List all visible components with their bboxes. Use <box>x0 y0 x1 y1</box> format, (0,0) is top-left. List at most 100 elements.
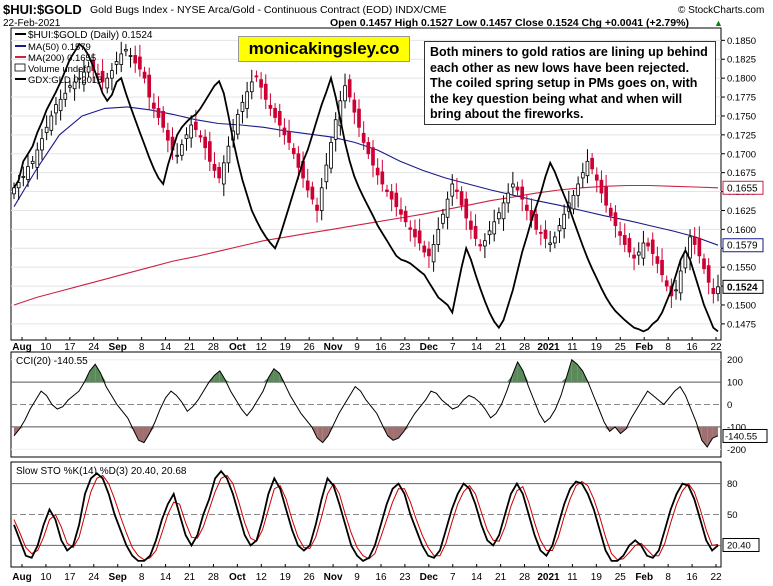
cci-last-box <box>722 428 768 443</box>
x-tick-label: 19 <box>591 572 603 583</box>
cci-fill-neg <box>604 426 610 432</box>
candle-body <box>21 176 26 178</box>
x-tick-label: 9 <box>354 572 360 583</box>
x-tick-label: 19 <box>591 342 603 353</box>
candle-body <box>618 231 622 236</box>
x-tick-label: 12 <box>256 572 268 583</box>
cci-fill-pos <box>577 364 583 383</box>
x-tick-label: 8 <box>665 342 671 353</box>
bottom-x-axis: Aug 10 17 24 Sep 8 14 21 28 Oct 12 19 26 Nov 9 16 23 Dec 7… <box>12 564 722 583</box>
stoch-k-path <box>13 469 719 562</box>
cci-fill <box>14 359 718 448</box>
x-tick-label: 14 <box>471 572 483 583</box>
x-tick-label: 21 <box>184 342 196 353</box>
x-tick-label: Sep <box>109 342 127 353</box>
stoch-grid <box>11 483 721 546</box>
candle-body <box>557 225 562 232</box>
price-tick-label: 0.1700 <box>727 149 756 160</box>
x-tick-label: 28 <box>208 342 220 353</box>
candle-body <box>333 119 338 140</box>
candle-body <box>240 101 245 112</box>
x-tick-label: 28 <box>208 572 220 583</box>
stoch-y-axis: 80502020.40 <box>722 479 760 552</box>
x-tick-label: 7 <box>450 342 456 353</box>
x-tick-label: Aug <box>12 572 31 583</box>
candle-body <box>212 163 217 171</box>
candle-body <box>636 251 641 256</box>
candle-body <box>235 114 240 135</box>
last-value-box <box>722 279 764 294</box>
candle-body <box>562 213 566 230</box>
x-tick-label: 16 <box>375 572 387 583</box>
stoch-d-path <box>13 474 719 561</box>
header-symbol: $HUI:$GOLD <box>3 2 82 17</box>
header-up-arrow: ▲ <box>714 18 723 28</box>
candle-body <box>30 160 35 164</box>
price-tick-label: 0.1550 <box>727 263 756 274</box>
candle-body <box>403 210 408 223</box>
candle-body <box>77 77 82 80</box>
candle-body <box>646 242 650 247</box>
price-y-axis: 0.1850 0.1825 0.1800 0.1775 0.1750 0.1725 0.17… <box>721 36 764 330</box>
candle-body <box>189 124 194 139</box>
candle-body <box>310 186 315 200</box>
x-tick-label: 7 <box>450 572 456 583</box>
candle-body <box>184 134 189 140</box>
x-tick-label: 8 <box>139 342 145 353</box>
cci-tick-label: 0 <box>727 400 732 411</box>
x-tick-label: 16 <box>687 572 699 583</box>
cci-fill-pos <box>523 370 529 383</box>
cci-fill-pos <box>214 370 220 383</box>
gdx-path <box>13 42 719 333</box>
legend-main: $HUI:$GOLD (Daily) 0.1524 <box>28 30 153 41</box>
candle-body <box>473 225 478 239</box>
x-tick-label: 14 <box>160 572 172 583</box>
candle-body <box>259 79 263 88</box>
candle-body <box>678 270 683 294</box>
stoch-tick-label: 80 <box>727 479 738 490</box>
price-tick-label: 0.1850 <box>727 36 756 47</box>
x-tick-label: 22 <box>710 342 722 353</box>
candle-body <box>464 198 469 219</box>
candle-body <box>315 204 319 211</box>
price-tick-label: 0.1725 <box>727 130 756 141</box>
cci-fill-pos <box>268 368 274 383</box>
x-tick-label: 19 <box>280 342 292 353</box>
x-tick-label: 11 <box>567 572 578 583</box>
cci-tick-label: 100 <box>727 378 743 389</box>
candle-body <box>664 280 669 287</box>
candle-body <box>385 189 389 192</box>
candle-body <box>68 85 72 88</box>
cci-title: CCI(20) -140.55 <box>16 356 88 367</box>
last-value-box <box>722 238 764 253</box>
price-tick-label: 0.1475 <box>727 319 756 330</box>
candle-body <box>450 183 455 197</box>
candle-body <box>357 108 361 128</box>
candle-body <box>604 186 608 206</box>
candle-body <box>716 286 720 295</box>
candle-body <box>180 144 184 156</box>
candle-body <box>571 194 576 210</box>
x-tick-label: Oct <box>229 342 246 353</box>
candle-body <box>431 244 436 263</box>
candle-body <box>16 182 21 189</box>
candle-body <box>119 53 124 65</box>
stoch-lines <box>13 469 719 562</box>
price-tick-label: 0.1750 <box>727 111 756 122</box>
candle-body <box>399 209 403 215</box>
candle-body <box>156 107 161 118</box>
x-tick-label: Aug <box>12 342 31 353</box>
gdx-gld-line <box>13 42 719 333</box>
x-tick-label: 25 <box>615 342 627 353</box>
candle-body <box>436 228 441 245</box>
candle-body <box>585 160 590 177</box>
stoch-last-box <box>722 537 760 552</box>
candle-body <box>455 189 459 192</box>
cci-fill-pos <box>225 379 231 383</box>
x-tick-label: Feb <box>635 572 653 583</box>
candle-body <box>40 138 44 151</box>
candle-body <box>12 187 16 195</box>
candle-body <box>166 129 170 141</box>
x-tick-label: 8 <box>665 572 671 583</box>
